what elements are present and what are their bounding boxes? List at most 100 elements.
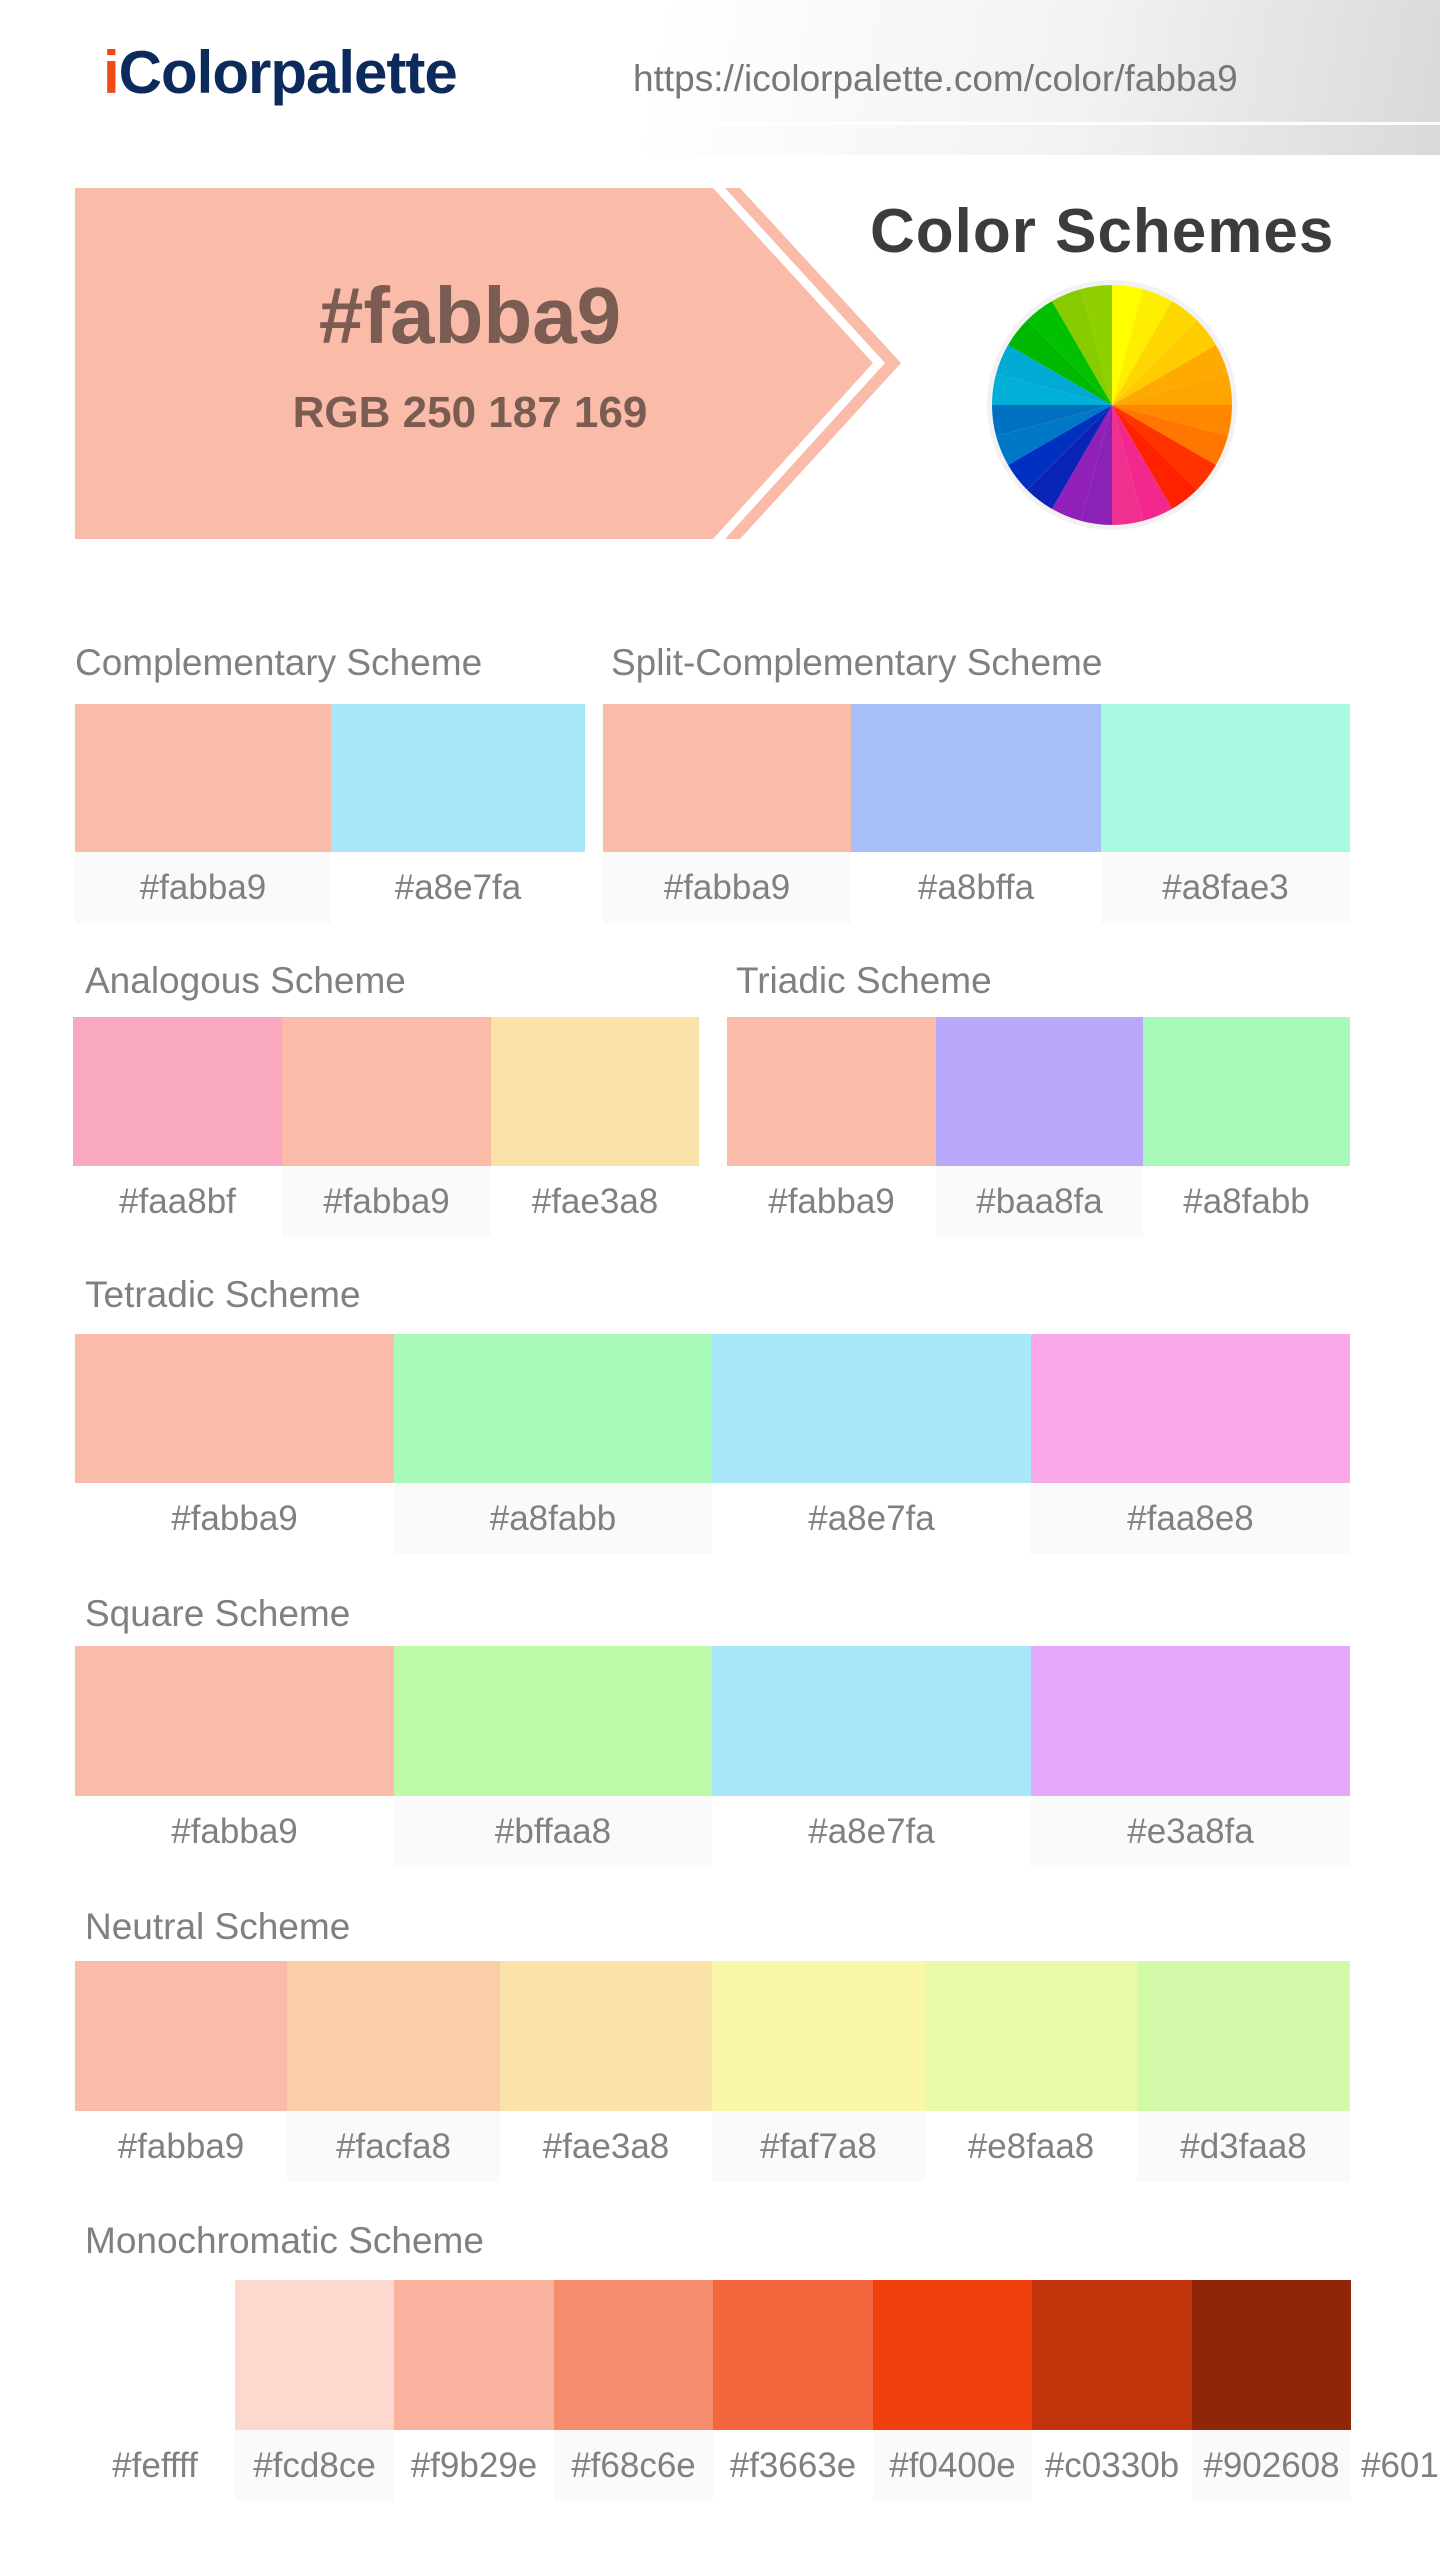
color-swatch-item[interactable]: #d3faa8: [1137, 1961, 1350, 2182]
color-swatch-item[interactable]: #a8bffa: [851, 704, 1101, 923]
color-swatch[interactable]: [394, 1646, 712, 1796]
color-swatch-item[interactable]: #fabba9: [75, 1961, 287, 2182]
color-swatch-item[interactable]: #f9b29e: [394, 2280, 554, 2501]
color-swatch-item[interactable]: #f3663e: [713, 2280, 873, 2501]
color-swatch-item[interactable]: #a8e7fa: [712, 1334, 1031, 1554]
color-swatch-item[interactable]: #e3a8fa: [1031, 1646, 1350, 1867]
color-hex-label[interactable]: #fabba9: [768, 1181, 895, 1221]
color-hex-label[interactable]: #d3faa8: [1137, 2111, 1350, 2182]
color-hex-label[interactable]: #fabba9: [282, 1166, 491, 1237]
color-hex-label[interactable]: #baa8fa: [936, 1166, 1143, 1237]
color-swatch[interactable]: [75, 704, 331, 852]
color-hex-label[interactable]: #feffff: [75, 2430, 235, 2501]
color-swatch-item[interactable]: #fabba9: [603, 704, 851, 923]
color-hex-label[interactable]: #fabba9: [117, 2126, 245, 2166]
color-swatch-item[interactable]: #f68c6e: [554, 2280, 713, 2501]
color-swatch[interactable]: [1032, 2280, 1192, 2430]
color-swatch[interactable]: [1192, 2280, 1351, 2430]
color-hex-label[interactable]: #fcd8ce: [235, 2430, 394, 2501]
color-swatch-item[interactable]: #fabba9: [282, 1017, 491, 1237]
color-swatch[interactable]: [75, 1334, 394, 1483]
color-swatch[interactable]: [1031, 1334, 1350, 1483]
color-swatch[interactable]: [1143, 1017, 1350, 1166]
color-swatch[interactable]: [851, 704, 1101, 852]
color-swatch[interactable]: [925, 1961, 1137, 2111]
color-swatch[interactable]: [712, 1646, 1031, 1796]
color-hex-label[interactable]: #fae3a8: [531, 1181, 659, 1221]
color-swatch[interactable]: [331, 704, 585, 852]
color-hex-label[interactable]: #a8e7fa: [808, 1498, 935, 1538]
color-swatch-item[interactable]: #f0400e: [873, 2280, 1032, 2501]
color-hex-label[interactable]: #f0400e: [873, 2430, 1032, 2501]
color-swatch[interactable]: [603, 704, 851, 852]
color-hex-label[interactable]: #fabba9: [75, 852, 331, 923]
color-swatch-item[interactable]: #a8e7fa: [712, 1646, 1031, 1867]
color-swatch-item[interactable]: #a8fabb: [1143, 1017, 1350, 1237]
color-swatch-item[interactable]: #baa8fa: [936, 1017, 1143, 1237]
color-swatch[interactable]: [873, 2280, 1032, 2430]
color-swatch-item[interactable]: #faa8e8: [1031, 1334, 1350, 1554]
color-swatch[interactable]: [500, 1961, 712, 2111]
color-swatch-item[interactable]: #faa8bf: [73, 1017, 282, 1237]
color-swatch-item[interactable]: #c0330b: [1032, 2280, 1192, 2501]
color-swatch[interactable]: [75, 2280, 235, 2430]
color-hex-label[interactable]: #e8faa8: [967, 2126, 1095, 2166]
color-hex-label[interactable]: #faa8e8: [1031, 1483, 1350, 1554]
color-swatch[interactable]: [712, 1334, 1031, 1483]
color-hex-label[interactable]: #fae3a8: [542, 2126, 670, 2166]
color-swatch[interactable]: [287, 1961, 500, 2111]
color-swatch[interactable]: [712, 1961, 925, 2111]
color-swatch-item[interactable]: #a8e7fa: [331, 704, 585, 923]
color-hex-label[interactable]: #e3a8fa: [1031, 1796, 1350, 1867]
color-hex-label[interactable]: #faf7a8: [712, 2111, 925, 2182]
color-swatch-item[interactable]: #e8faa8: [925, 1961, 1137, 2182]
color-hex-label[interactable]: #a8fae3: [1101, 852, 1350, 923]
color-swatch[interactable]: [1351, 2280, 1440, 2430]
color-swatch-item[interactable]: #fabba9: [727, 1017, 936, 1237]
color-hex-label[interactable]: #fabba9: [603, 852, 851, 923]
color-swatch[interactable]: [73, 1017, 282, 1166]
color-hex-label[interactable]: #f9b29e: [410, 2445, 538, 2485]
color-hex-label[interactable]: #a8e7fa: [331, 852, 585, 923]
color-swatch-item[interactable]: #601: [1351, 2280, 1440, 2501]
logo[interactable]: iColorpalette: [103, 39, 458, 106]
color-hex-label[interactable]: #a8fabb: [394, 1483, 712, 1554]
color-swatch[interactable]: [75, 1961, 287, 2111]
color-hex-label[interactable]: #facfa8: [287, 2111, 500, 2182]
color-swatch-item[interactable]: #a8fae3: [1101, 704, 1350, 923]
color-hex-label[interactable]: #f68c6e: [554, 2430, 713, 2501]
color-swatch[interactable]: [394, 1334, 712, 1483]
color-swatch-item[interactable]: #fabba9: [75, 704, 331, 923]
color-swatch[interactable]: [394, 2280, 554, 2430]
color-hex-label[interactable]: #601: [1351, 2430, 1440, 2501]
color-hex-label[interactable]: #a8e7fa: [808, 1811, 935, 1851]
color-hex-label[interactable]: #a8fabb: [1183, 1181, 1310, 1221]
color-swatch[interactable]: [1137, 1961, 1350, 2111]
color-hex-label[interactable]: #f3663e: [729, 2445, 857, 2485]
color-swatch[interactable]: [1031, 1646, 1350, 1796]
color-swatch[interactable]: [491, 1017, 699, 1166]
color-swatch[interactable]: [936, 1017, 1143, 1166]
color-swatch-item[interactable]: #bffaa8: [394, 1646, 712, 1867]
color-swatch[interactable]: [727, 1017, 936, 1166]
color-swatch-item[interactable]: #feffff: [75, 2280, 235, 2501]
color-swatch-item[interactable]: #a8fabb: [394, 1334, 712, 1554]
color-hex-label[interactable]: #fabba9: [171, 1498, 298, 1538]
color-swatch-item[interactable]: #fae3a8: [491, 1017, 699, 1237]
color-hex-label[interactable]: #a8bffa: [851, 852, 1101, 923]
color-swatch-item[interactable]: #fae3a8: [500, 1961, 712, 2182]
color-swatch-item[interactable]: #facfa8: [287, 1961, 500, 2182]
color-swatch[interactable]: [713, 2280, 873, 2430]
color-swatch-item[interactable]: #fabba9: [75, 1334, 394, 1554]
color-swatch-item[interactable]: #fabba9: [75, 1646, 394, 1867]
color-swatch-item[interactable]: #faf7a8: [712, 1961, 925, 2182]
color-swatch[interactable]: [554, 2280, 713, 2430]
color-swatch[interactable]: [235, 2280, 394, 2430]
color-swatch[interactable]: [75, 1646, 394, 1796]
color-swatch[interactable]: [1101, 704, 1350, 852]
color-hex-label[interactable]: #bffaa8: [394, 1796, 712, 1867]
color-hex-label[interactable]: #fabba9: [171, 1811, 298, 1851]
color-hex-label[interactable]: #faa8bf: [119, 1181, 236, 1221]
color-swatch-item[interactable]: #fcd8ce: [235, 2280, 394, 2501]
color-hex-label[interactable]: #c0330b: [1044, 2445, 1180, 2485]
